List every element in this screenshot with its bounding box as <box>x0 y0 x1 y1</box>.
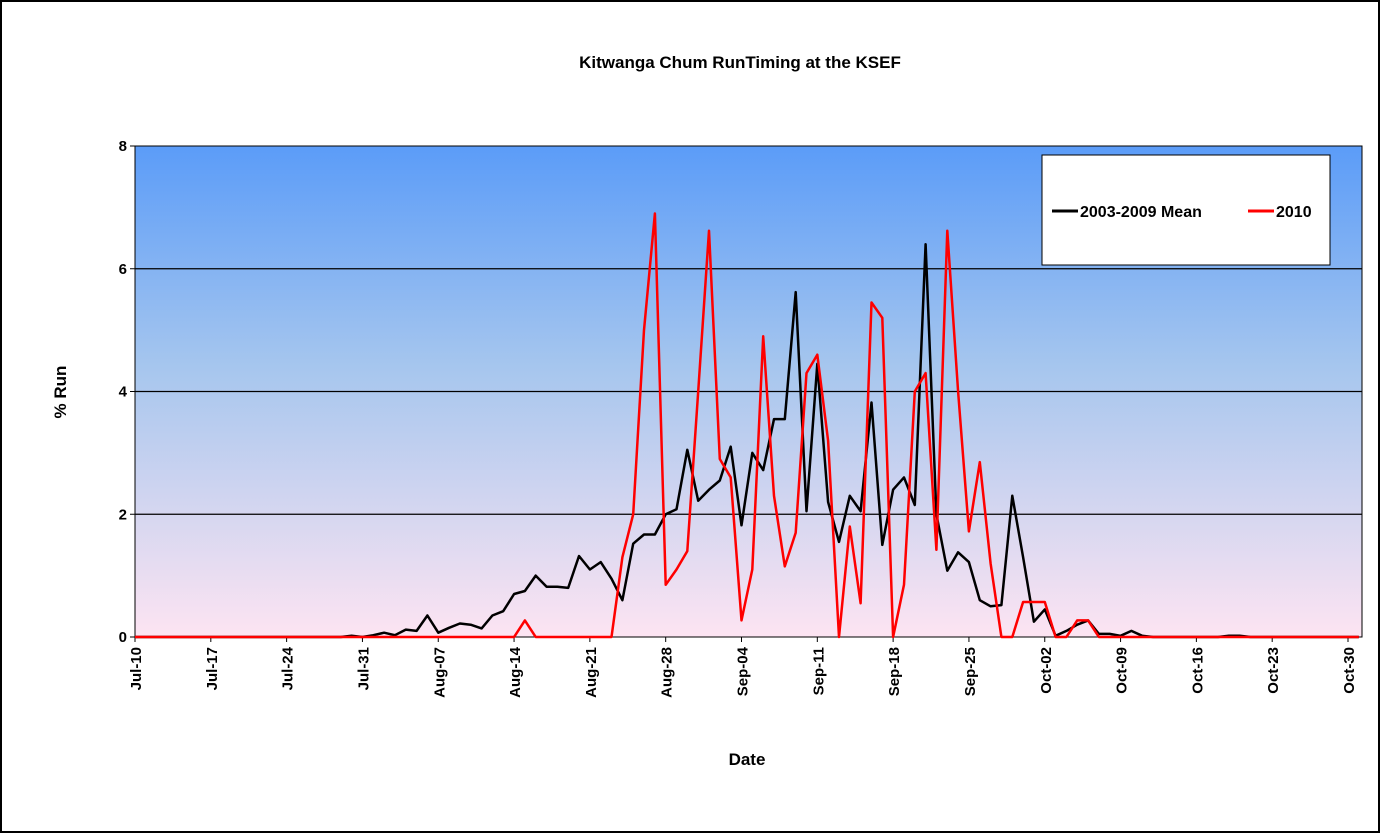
y-tick-label: 4 <box>119 384 128 401</box>
y-tick-label: 2 <box>119 506 127 523</box>
x-tick-label: Jul-31 <box>355 647 372 690</box>
x-tick-label: Oct-30 <box>1341 647 1358 694</box>
x-tick-label: Oct-09 <box>1114 647 1131 694</box>
legend-label: 2003-2009 Mean <box>1080 204 1202 221</box>
y-tick-label: 6 <box>119 261 127 278</box>
x-tick-label: Oct-02 <box>1038 647 1055 694</box>
x-tick-label: Sep-04 <box>735 646 752 696</box>
x-tick-label: Oct-16 <box>1189 647 1206 694</box>
x-tick-label: Aug-28 <box>659 647 676 698</box>
x-tick-label: Jul-24 <box>280 646 297 690</box>
legend: 2003-2009 Mean 2010 <box>1041 154 1331 266</box>
plot-border <box>134 145 1363 638</box>
x-tick-label: Sep-25 <box>962 647 979 696</box>
x-tick-label: Sep-11 <box>810 647 827 695</box>
x-tick-label: Sep-18 <box>886 647 903 696</box>
x-tick-label: Jul-10 <box>128 647 145 690</box>
x-axis-label: Date <box>729 750 766 769</box>
x-tick-label: Aug-14 <box>507 646 524 697</box>
series-line <box>135 212 1359 639</box>
chart-title: Kitwanga Chum RunTiming at the KSEF <box>579 53 901 72</box>
x-tick-label: Aug-07 <box>431 647 448 698</box>
x-tick-label: Jul-17 <box>204 647 221 690</box>
y-tick-label: 8 <box>119 138 127 155</box>
legend-box <box>1041 154 1331 266</box>
legend-label: 2010 <box>1276 204 1312 221</box>
y-axis-label: % Run <box>51 366 70 419</box>
y-tick-label: 0 <box>119 629 127 646</box>
x-tick-label: Aug-21 <box>583 647 600 698</box>
x-tick-label: Oct-23 <box>1265 647 1282 694</box>
